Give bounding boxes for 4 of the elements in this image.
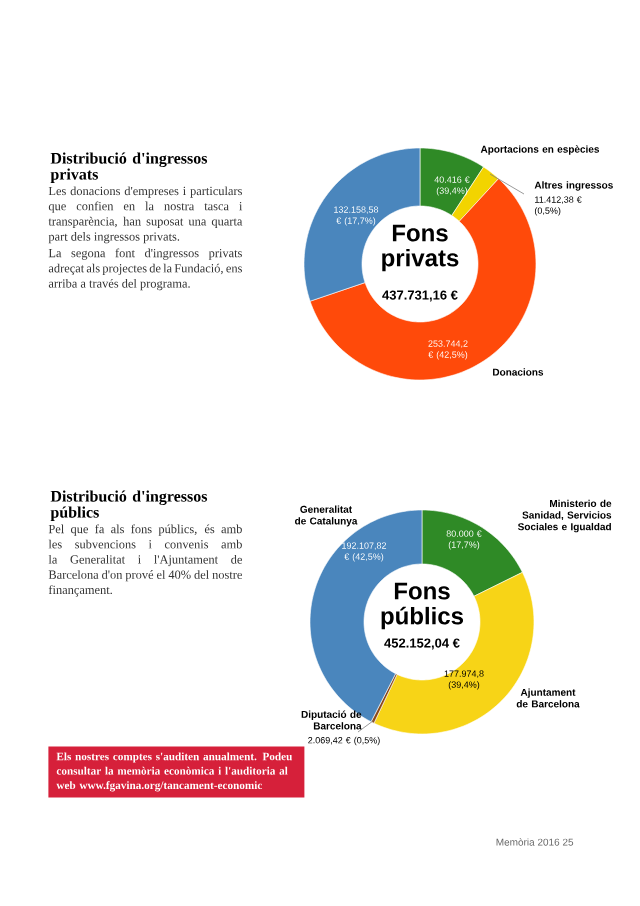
text: Distribució d'ingressos públics — [50, 490, 208, 521]
text: Fons privats — [382, 224, 459, 272]
text: Fons públics — [381, 582, 464, 630]
text: Distribució d'ingressos privats — [50, 152, 208, 183]
